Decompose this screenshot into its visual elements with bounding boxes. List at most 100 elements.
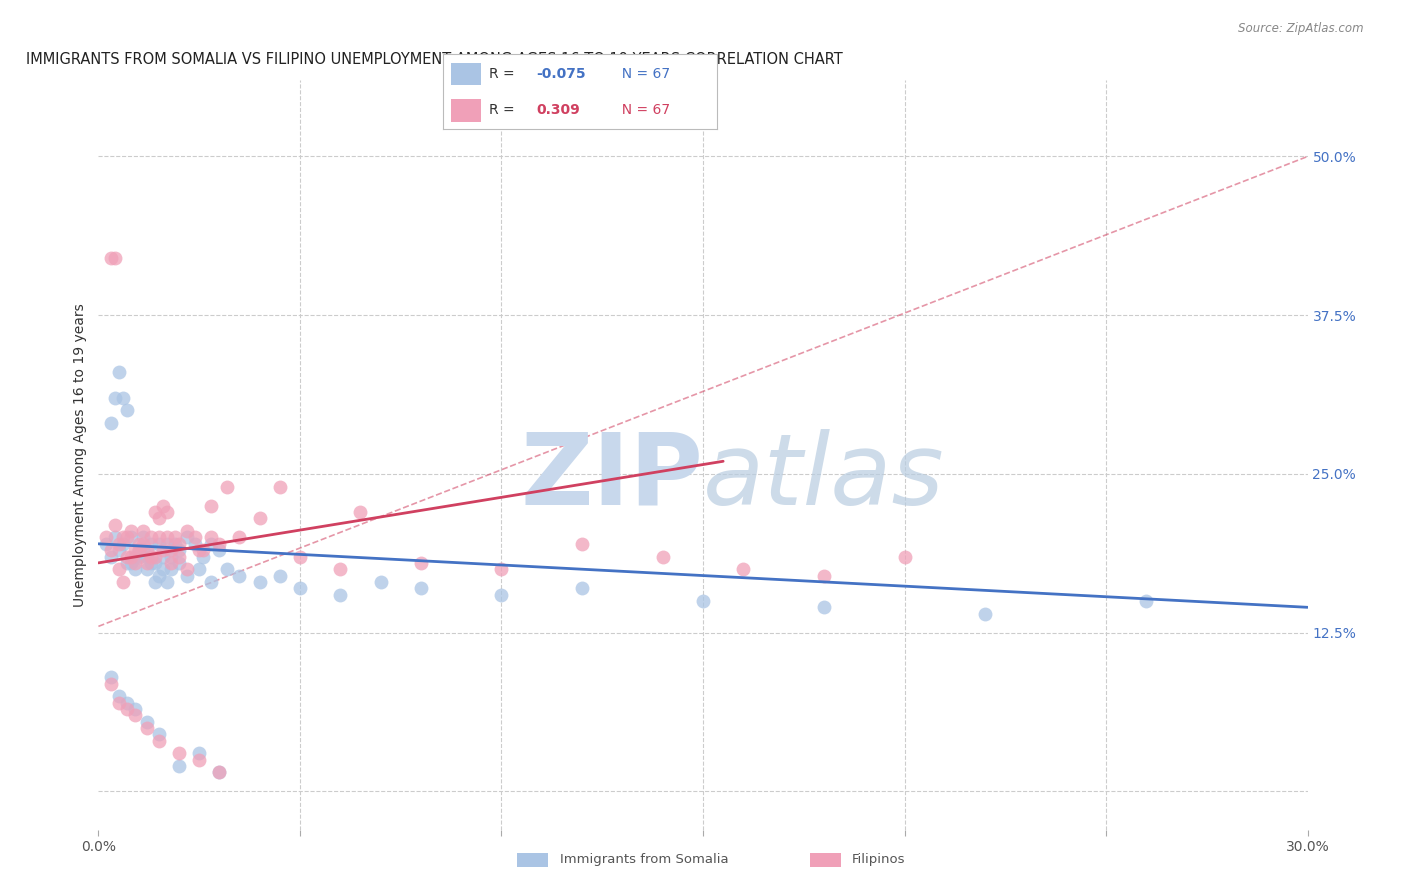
Point <box>409 581 432 595</box>
Point <box>107 543 129 558</box>
Point <box>111 574 134 589</box>
Text: R =: R = <box>489 103 524 118</box>
Point <box>148 727 170 741</box>
Point <box>200 574 222 589</box>
Point <box>152 543 174 558</box>
Text: Filipinos: Filipinos <box>852 854 905 866</box>
Point <box>176 531 198 545</box>
Point <box>156 574 179 589</box>
Point <box>124 543 146 558</box>
Point <box>128 543 150 558</box>
Point <box>103 531 125 545</box>
Point <box>193 543 215 558</box>
Point <box>651 549 673 564</box>
Point <box>115 696 138 710</box>
Point <box>124 549 146 564</box>
Point <box>100 676 122 690</box>
Point <box>128 537 150 551</box>
Point <box>228 568 250 582</box>
Point <box>156 537 179 551</box>
Point <box>200 537 222 551</box>
Point <box>217 562 239 576</box>
Point <box>163 537 186 551</box>
Y-axis label: Unemployment Among Ages 16 to 19 years: Unemployment Among Ages 16 to 19 years <box>73 303 87 607</box>
Point <box>813 600 835 615</box>
Point <box>132 537 155 551</box>
Point <box>100 549 122 564</box>
Point <box>813 568 835 582</box>
Point <box>167 537 190 551</box>
Point <box>349 505 371 519</box>
Point <box>160 562 183 576</box>
Point <box>188 753 211 767</box>
Point <box>100 670 122 684</box>
Point <box>217 480 239 494</box>
Point <box>152 549 174 564</box>
Text: Source: ZipAtlas.com: Source: ZipAtlas.com <box>1239 22 1364 36</box>
Point <box>208 543 231 558</box>
Point <box>115 403 138 417</box>
Point <box>491 588 513 602</box>
Point <box>132 531 155 545</box>
Point <box>200 531 222 545</box>
Point <box>120 549 142 564</box>
Point <box>1135 594 1157 608</box>
Point <box>139 556 162 570</box>
Point <box>135 714 157 729</box>
Text: -0.075: -0.075 <box>536 67 586 81</box>
Point <box>148 511 170 525</box>
Point <box>733 562 755 576</box>
Point <box>135 721 157 735</box>
Text: R =: R = <box>489 67 519 81</box>
Point <box>148 733 170 747</box>
Point <box>111 531 134 545</box>
Point <box>329 588 352 602</box>
Point <box>208 537 231 551</box>
FancyBboxPatch shape <box>451 62 481 86</box>
Point <box>269 480 291 494</box>
Point <box>107 365 129 379</box>
Point <box>107 696 129 710</box>
Point <box>115 702 138 716</box>
Point <box>692 594 714 608</box>
Point <box>96 537 118 551</box>
Point <box>143 505 166 519</box>
Point <box>184 537 207 551</box>
Point <box>107 690 129 704</box>
Point <box>288 549 311 564</box>
Text: IMMIGRANTS FROM SOMALIA VS FILIPINO UNEMPLOYMENT AMONG AGES 16 TO 19 YEARS CORRE: IMMIGRANTS FROM SOMALIA VS FILIPINO UNEM… <box>25 52 842 67</box>
Point <box>228 531 250 545</box>
Point <box>176 562 198 576</box>
Point <box>115 556 138 570</box>
Point <box>167 549 190 564</box>
Point <box>571 581 593 595</box>
Text: N = 67: N = 67 <box>613 103 671 118</box>
Point <box>128 549 150 564</box>
Point <box>160 549 183 564</box>
Point <box>100 251 122 265</box>
Point <box>124 702 146 716</box>
Point <box>208 765 231 780</box>
Point <box>193 549 215 564</box>
Point <box>370 574 392 589</box>
Text: ZIP: ZIP <box>520 429 703 526</box>
Point <box>184 531 207 545</box>
Point <box>111 537 134 551</box>
FancyBboxPatch shape <box>451 99 481 122</box>
Point <box>167 556 190 570</box>
Point <box>124 556 146 570</box>
Point <box>249 511 271 525</box>
Point <box>115 531 138 545</box>
Point <box>160 543 183 558</box>
Point <box>100 416 122 430</box>
Point <box>135 556 157 570</box>
Point <box>249 574 271 589</box>
Point <box>156 505 179 519</box>
Point <box>409 556 432 570</box>
Point <box>143 549 166 564</box>
Point <box>148 568 170 582</box>
Point <box>103 391 125 405</box>
Point <box>107 537 129 551</box>
Point <box>128 543 150 558</box>
Text: atlas: atlas <box>703 429 945 526</box>
